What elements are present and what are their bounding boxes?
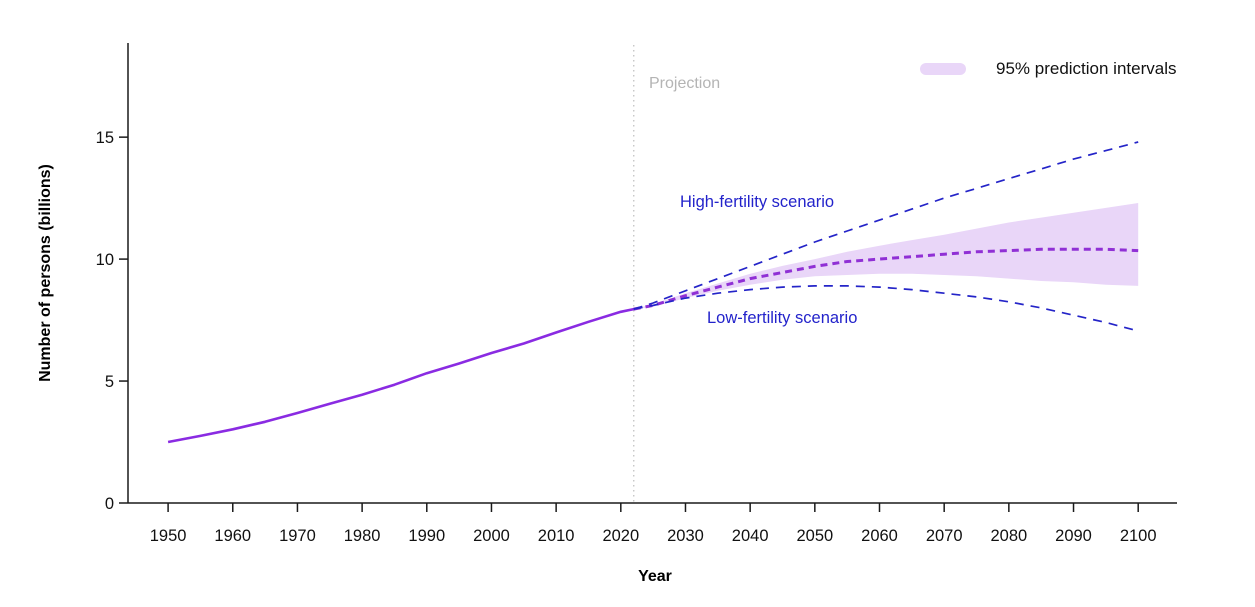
prediction-interval-swatch-icon [920,63,966,75]
x-tick-label: 2050 [796,527,833,545]
legend: 95% prediction intervals [920,56,1176,82]
y-tick-label: 5 [105,373,114,391]
x-tick-label: 2090 [1055,527,1092,545]
x-tick-label: 1990 [408,527,445,545]
series-low-fertility-scenario [633,285,1139,332]
x-tick-label: 1970 [279,527,316,545]
x-tick-label: 2070 [926,527,963,545]
series-historical [167,307,634,444]
x-tick-label: 2030 [667,527,704,545]
series-high-fertility-scenario [633,141,1139,310]
x-tick-label: 2100 [1120,527,1157,545]
x-tick-label: 2020 [602,527,639,545]
x-axis-title: Year [638,568,672,585]
x-tick-label: 1960 [214,527,251,545]
projection-annotation: Projection [649,75,721,92]
x-tick-label: 2080 [990,527,1027,545]
y-tick-label: 15 [96,129,114,147]
y-tick-label: 0 [105,495,114,513]
x-tick-label: 1950 [150,527,187,545]
series-median-projection [633,247,1139,311]
x-tick-label: 2010 [538,527,575,545]
prediction-interval-band [633,203,1139,310]
y-tick-label: 10 [96,251,114,269]
x-tick-label: 2060 [861,527,898,545]
x-tick-label: 1980 [344,527,381,545]
low-fertility-label: Low-fertility scenario [707,309,858,327]
y-axis-title: Number of persons (billions) [37,164,54,382]
high-fertility-label: High-fertility scenario [680,193,835,211]
legend-label: 95% prediction intervals [996,59,1177,78]
x-tick-label: 2040 [732,527,769,545]
x-tick-label: 2000 [473,527,510,545]
